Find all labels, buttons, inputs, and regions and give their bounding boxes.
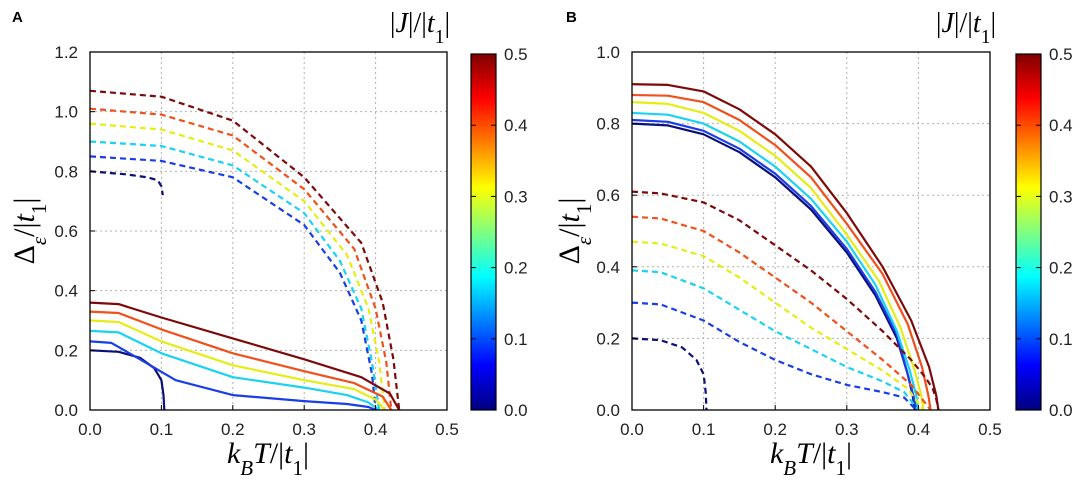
series-line-solid <box>632 83 940 410</box>
y-axis-label: Δε/|t1| <box>8 198 51 265</box>
series-line-dashed <box>90 170 164 196</box>
colorbar-tick-label: 0.0 <box>504 401 528 420</box>
y-tick-label: 0.8 <box>596 115 620 134</box>
series-line-solid <box>632 101 925 410</box>
series-line-solid <box>90 319 386 410</box>
panel-label: B <box>566 9 577 26</box>
y-axis-label: Δε/|t1| <box>553 198 596 265</box>
y-tick-label: 1.0 <box>54 103 78 122</box>
panel-a: A 0.0 0.1 0.2 0.3 0.4 0.5 0.0 0.2 0.4 0.6 0.8 1.0 1.2… <box>8 8 528 480</box>
x-tick-label: 0.0 <box>620 420 644 439</box>
colorbar-tick-label: 0.1 <box>504 330 528 349</box>
colorbar-gradient <box>1015 53 1042 411</box>
series-line-dashed <box>632 190 940 410</box>
series-group <box>90 89 401 410</box>
x-tick-label: 0.0 <box>78 420 102 439</box>
series-line-solid <box>90 301 401 410</box>
series-line-dashed <box>90 140 381 410</box>
series-line-dashed <box>632 301 918 410</box>
colorbar-tick-label: 0.5 <box>504 45 528 64</box>
series-line-dashed <box>632 240 925 410</box>
colorbar-gradient <box>470 53 497 411</box>
y-tick-label: 0.2 <box>54 341 78 360</box>
series-line-dashed <box>90 122 386 410</box>
series-line-solid <box>632 118 918 410</box>
colorbar-title: |J|/|t1| <box>390 8 450 48</box>
colorbar-title: |J|/|t1| <box>936 8 996 48</box>
colorbar-tick-label: 0.2 <box>1049 259 1073 278</box>
series-line-solid <box>90 329 380 410</box>
y-tick-label: 1.0 <box>596 43 620 62</box>
x-tick-label: 0.3 <box>292 420 316 439</box>
series-line-solid <box>90 349 166 410</box>
series-line-solid <box>90 310 393 410</box>
colorbar-tick-label: 0.5 <box>1049 45 1073 64</box>
series-group <box>632 83 940 410</box>
colorbar-tick-label: 0.0 <box>1049 401 1073 420</box>
series-line-dashed <box>90 89 401 410</box>
colorbar-tick-label: 0.2 <box>504 259 528 278</box>
colorbar: 0.0 0.1 0.2 0.3 0.4 0.5 |J|/|t1| <box>390 8 528 420</box>
series-line-dashed <box>632 337 708 410</box>
series-line-dashed <box>90 107 393 410</box>
colorbar-tick-label: 0.4 <box>1049 116 1073 135</box>
colorbar-tick-label: 0.3 <box>504 187 528 206</box>
x-tick-label: 0.2 <box>221 420 245 439</box>
grid <box>632 52 990 410</box>
y-tick-label: 0.0 <box>54 401 78 420</box>
series-line-solid <box>632 111 920 410</box>
x-tick-label: 0.3 <box>835 420 859 439</box>
y-tick-label: 0.2 <box>596 329 620 348</box>
plot-frame <box>631 51 991 411</box>
panel-b: B 0.0 0.1 0.2 0.3 0.4 0.5 0.0 0.2 0.4 0.6 0.8 1.0 kBT… <box>553 8 1073 480</box>
x-tick-label: 0.4 <box>907 420 931 439</box>
series-line-dashed <box>90 155 377 410</box>
colorbar: 0.0 0.1 0.2 0.3 0.4 0.5 |J|/|t1| <box>936 8 1073 420</box>
series-line-dashed <box>632 269 920 410</box>
x-tick-label: 0.1 <box>692 420 716 439</box>
x-tick-label: 0.5 <box>435 420 459 439</box>
y-tick-label: 1.2 <box>54 43 78 62</box>
series-line-solid <box>632 93 932 410</box>
colorbar-tick-label: 0.4 <box>504 116 528 135</box>
x-tick-label: 0.2 <box>763 420 787 439</box>
x-axis-label: kBT/|t1| <box>770 437 852 480</box>
series-line-solid <box>90 340 377 410</box>
x-axis-label: kBT/|t1| <box>227 437 309 480</box>
colorbar-tick-label: 0.3 <box>1049 187 1073 206</box>
panel-label: A <box>12 9 23 26</box>
colorbar-tick-label: 0.1 <box>1049 330 1073 349</box>
y-tick-label: 0.4 <box>54 282 78 301</box>
x-tick-label: 0.5 <box>978 420 1002 439</box>
y-tick-label: 0.6 <box>54 222 78 241</box>
y-tick-label: 0.6 <box>596 186 620 205</box>
y-tick-label: 0.8 <box>54 162 78 181</box>
y-tick-label: 0.0 <box>596 401 620 420</box>
x-tick-label: 0.1 <box>150 420 174 439</box>
y-tick-label: 0.4 <box>596 258 620 277</box>
series-line-dashed <box>632 215 932 410</box>
x-tick-label: 0.4 <box>364 420 388 439</box>
